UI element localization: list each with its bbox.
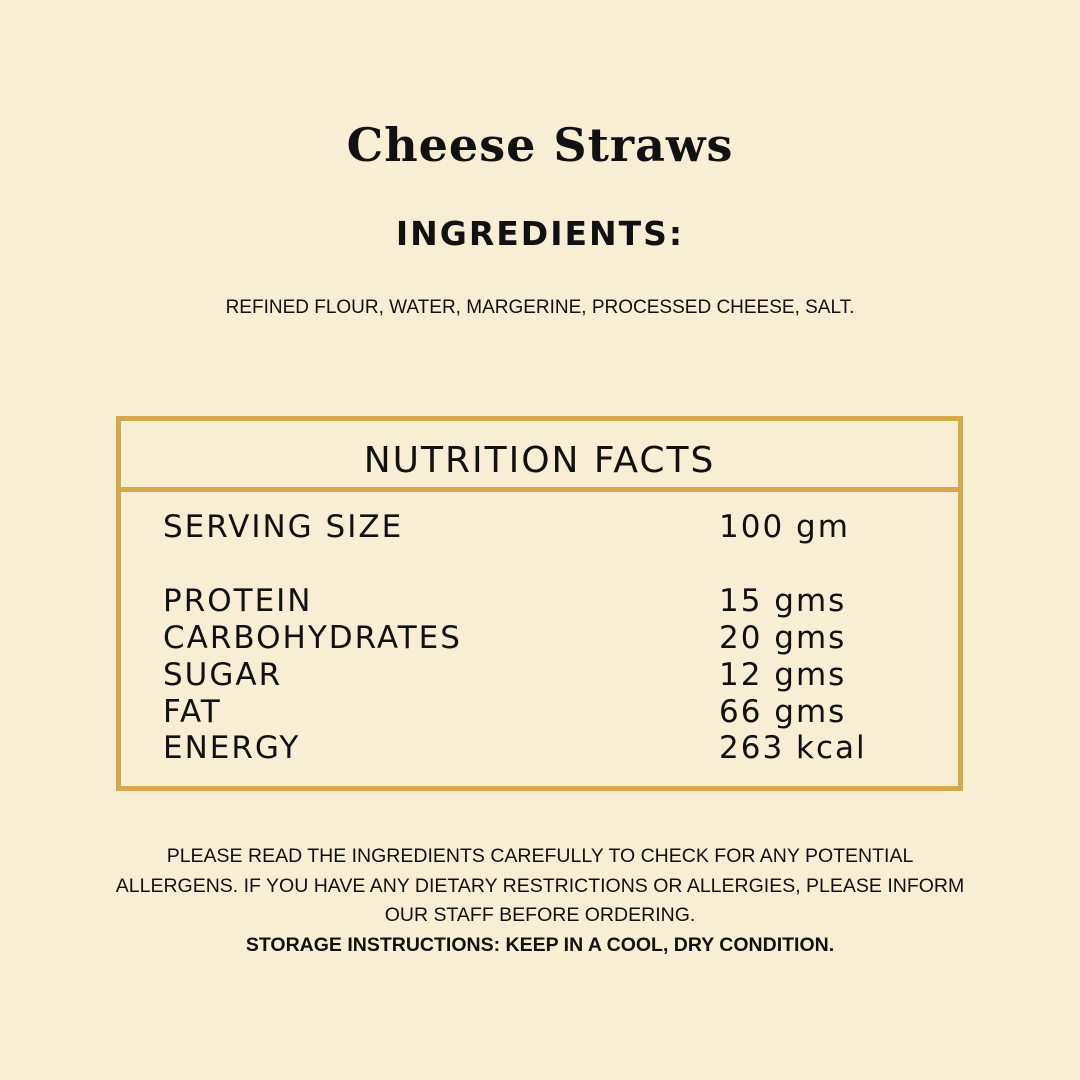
ingredients-heading: INGREDIENTS: [395, 214, 685, 253]
nutrient-label: ENERGY [163, 730, 301, 766]
nutrient-label: CARBOHYDRATES [163, 620, 462, 656]
notice-line: OUR STAFF BEFORE ORDERING. [384, 904, 696, 926]
nutrient-value: 12 gms [719, 657, 847, 693]
allergen-notice: PLEASE READ THE INGREDIENTS CAREFULLY TO… [0, 842, 1080, 960]
nutrient-value: 66 gms [719, 694, 847, 730]
nutrient-value: 263 kcal [719, 730, 867, 766]
ingredients-list: REFINED FLOUR, WATER, MARGERINE, PROCESS… [225, 297, 855, 318]
notice-line: ALLERGENS. IF YOU HAVE ANY DIETARY RESTR… [115, 874, 965, 897]
serving-size-value: 100 gm [719, 509, 850, 545]
product-title: Cheese Straws [346, 118, 734, 172]
nutrient-label: FAT [163, 694, 222, 730]
nutrient-value: 20 gms [719, 620, 847, 656]
notice-line: PLEASE READ THE INGREDIENTS CAREFULLY TO… [166, 845, 914, 867]
nutrient-label: PROTEIN [163, 583, 313, 619]
nutrition-heading: NUTRITION FACTS [121, 421, 958, 492]
nutrient-label: SUGAR [163, 657, 283, 693]
serving-size-label: SERVING SIZE [163, 509, 404, 545]
nutrient-value: 15 gms [719, 583, 847, 619]
storage-instructions: STORAGE INSTRUCTIONS: KEEP IN A COOL, DR… [245, 933, 835, 956]
nutrition-facts-panel: NUTRITION FACTS SERVING SIZE 100 gm PROT… [116, 416, 963, 791]
